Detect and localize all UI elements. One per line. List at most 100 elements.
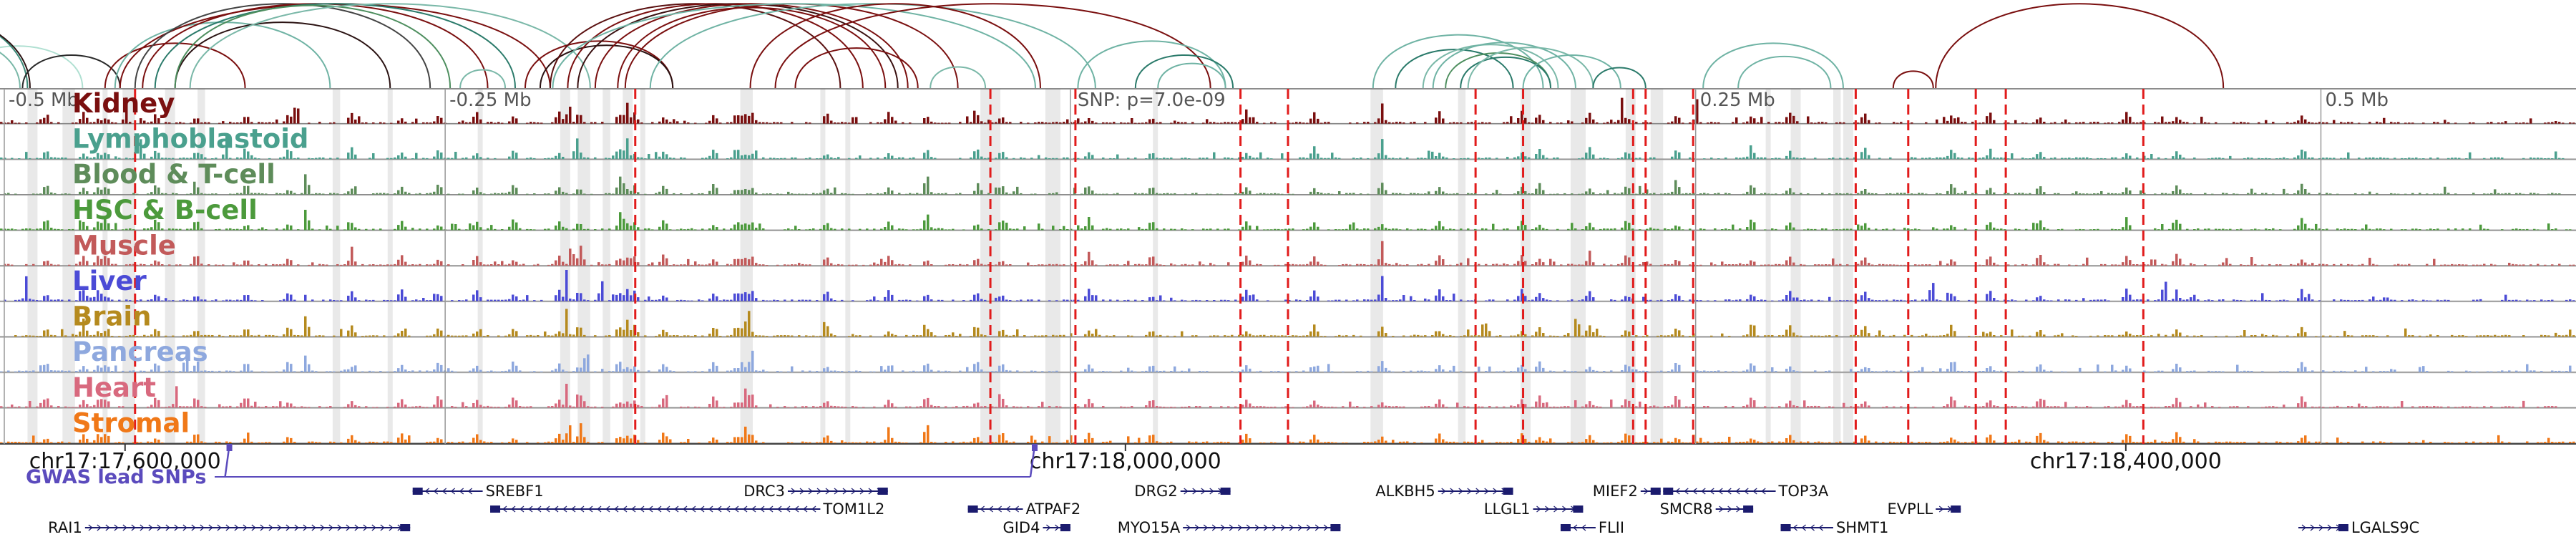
- signal-lymphoblastoid: [0, 135, 2565, 160]
- loop-arc-5: [104, 42, 246, 89]
- coord-label-2: chr17:18,400,000: [2030, 449, 2222, 474]
- chromatin-loops: [0, 3, 2225, 89]
- gene-exon-GID4: [1060, 524, 1070, 531]
- gwas-lead-snps: GWAS lead SNPs: [26, 444, 1038, 488]
- gene-label-TOP3A: TOP3A: [1778, 483, 1829, 500]
- gene-label-GID4: GID4: [1002, 519, 1040, 536]
- gene-strand-ALKBH5: [1441, 488, 1506, 495]
- gene-label-EVPLL: EVPLL: [1888, 500, 1933, 518]
- loop-arc-44: [1935, 3, 2225, 89]
- loop-arc-41: [1702, 42, 1844, 89]
- gene-label-DRC3: DRC3: [743, 483, 785, 500]
- gwas-lead-marker-0: [226, 444, 233, 451]
- loop-arc-37: [1460, 56, 1551, 89]
- loop-arc-1: [0, 52, 21, 89]
- gwas-lead-marker-1: [1032, 444, 1038, 451]
- gene-exon-LLGL1: [1573, 505, 1584, 513]
- gene-exon-TOM1L2: [490, 505, 501, 513]
- gene-strand-DRC3: [791, 488, 882, 495]
- gene-strand-DRG2: [1184, 488, 1223, 495]
- gene-label-TOM1L2: TOM1L2: [822, 500, 884, 518]
- loop-arc-3: [0, 34, 31, 89]
- gene-strand-LGALS9C: [2301, 524, 2341, 531]
- loop-arc-30: [1157, 62, 1226, 89]
- loop-arc-40: [1592, 67, 1646, 89]
- track-label-2: Blood & T-cell: [72, 159, 275, 190]
- signal-hsc-b-cell: [0, 209, 2572, 231]
- track-label-5: Liver: [72, 266, 147, 296]
- coord-label-1: chr17:18,000,000: [1030, 449, 1221, 474]
- track-labels: Kidney Lymphoblastoid Blood & T-cell HSC & …: [72, 88, 308, 438]
- gene-label-SHMT1: SHMT1: [1836, 519, 1888, 536]
- track-label-0: Kidney: [72, 88, 175, 119]
- gene-exon-MIEF2: [1650, 488, 1661, 495]
- loop-arc-33: [1395, 49, 1514, 89]
- gene-exon-SMCR8: [1743, 505, 1754, 513]
- gene-label-RAI1: RAI1: [48, 519, 82, 536]
- loop-arc-24: [649, 3, 1096, 89]
- gene-exon-RAI1: [400, 524, 411, 531]
- gene-exon-MYO15A: [1330, 524, 1341, 531]
- loop-arc-29: [1077, 40, 1226, 89]
- track-label-6: Brain: [72, 301, 151, 332]
- loop-arc-43: [1892, 70, 1934, 89]
- loop-arc-2: [0, 35, 29, 89]
- relative-axis: -0.5 Mb -0.25 Mb 0.25 Mb 0.5 Mb SNP: p=7.0e-…: [4, 89, 2389, 444]
- gene-exon-EVPLL: [1951, 505, 1961, 513]
- loop-arc-16: [539, 44, 674, 89]
- loop-arc-11: [154, 3, 516, 89]
- gwas-marker-lines: [134, 89, 2145, 444]
- loop-arc-28: [930, 66, 987, 89]
- loop-arc-0: [0, 45, 84, 89]
- signal-blood-t-cell: [4, 174, 2561, 195]
- gene-exon-SHMT1: [1780, 524, 1791, 531]
- gene-label-MYO15A: MYO15A: [1118, 519, 1181, 536]
- track-label-4: Muscle: [72, 230, 176, 261]
- gene-exon-DRG2: [1220, 488, 1231, 495]
- loop-arc-19: [577, 3, 899, 89]
- gene-strand-MYO15A: [1186, 524, 1337, 531]
- gene-track: SREBF1 DRC3 DRG2 ALKBH5 MIEF2 TOP3A TOM1L2 ATPA…: [48, 483, 2419, 536]
- relative-tick-label-2: 0.25 Mb: [1700, 90, 1775, 111]
- gene-label-DRG2: DRG2: [1134, 483, 1177, 500]
- gene-exon-LGALS9C: [2338, 524, 2348, 531]
- loop-arc-14: [459, 69, 507, 89]
- loop-arc-12: [174, 4, 452, 89]
- loop-arc-42: [1737, 55, 1832, 89]
- loop-arc-13: [189, 3, 591, 89]
- signal-liver: [4, 270, 2575, 301]
- signal-heart: [0, 383, 2557, 408]
- gene-label-FLII: FLII: [1599, 519, 1624, 536]
- gene-exon-DRC3: [877, 488, 888, 495]
- loop-arc-31: [1134, 54, 1234, 89]
- loop-arc-35: [1432, 42, 1576, 89]
- relative-tick-label-1: -0.25 Mb: [449, 90, 531, 111]
- track-label-1: Lymphoblastoid: [72, 124, 308, 155]
- track-label-9: Stromal: [72, 407, 190, 438]
- gene-label-ALKBH5: ALKBH5: [1375, 483, 1435, 500]
- loop-arc-6: [114, 21, 331, 89]
- coord-label-0: chr17:17,600,000: [29, 449, 221, 474]
- relative-tick-label-3: 0.5 Mb: [2325, 90, 2389, 111]
- loop-arc-8: [134, 3, 431, 89]
- gene-exon-TOP3A: [1663, 488, 1674, 495]
- gene-label-SMCR8: SMCR8: [1660, 500, 1713, 518]
- gene-exon-SREBF1: [412, 488, 423, 495]
- gene-strand-RAI1: [88, 524, 402, 531]
- gene-label-MIEF2: MIEF2: [1593, 483, 1638, 500]
- gene-label-SREBF1: SREBF1: [486, 483, 544, 500]
- track-label-8: Heart: [72, 372, 156, 403]
- signal-pancreas: [0, 350, 2572, 372]
- gene-exon-FLII: [1560, 524, 1571, 531]
- gene-exon-ATPAF2: [967, 505, 978, 513]
- loop-arc-39: [1522, 54, 1621, 89]
- loop-arc-4: [21, 54, 121, 89]
- track-label-7: Pancreas: [72, 337, 208, 367]
- gene-strand-LLGL1: [1536, 505, 1576, 513]
- gene-label-ATPAF2: ATPAF2: [1026, 500, 1081, 518]
- loop-arc-38: [1467, 47, 1594, 89]
- coordinate-axis: chr17:17,600,000 chr17:18,000,000 chr17:18…: [29, 444, 2222, 474]
- gene-label-LLGL1: LLGL1: [1484, 500, 1531, 518]
- loop-arc-25: [749, 3, 1041, 89]
